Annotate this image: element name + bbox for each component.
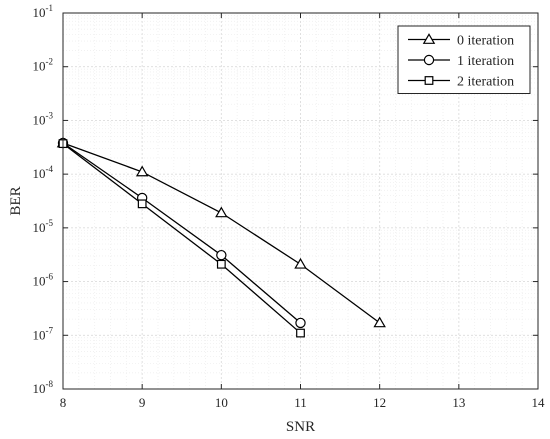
circle-marker <box>295 317 306 329</box>
square-marker <box>137 199 147 209</box>
circle-marker <box>423 54 435 66</box>
y-tick-label: 10-5 <box>33 218 54 235</box>
x-tick-label: 14 <box>532 395 546 410</box>
data-series <box>56 136 386 338</box>
tick-labels: 8 9 10 11 12 13 14 10-1 10-2 10-3 10-4 10-5 10-6 10-7… <box>33 3 546 410</box>
legend-label: 1 iteration <box>457 54 514 69</box>
y-tick-label: 10-2 <box>33 57 54 74</box>
x-tick-label: 13 <box>452 395 465 410</box>
y-tick-label: 10-8 <box>33 379 54 396</box>
triangle-marker <box>294 257 307 269</box>
square-marker <box>216 259 226 269</box>
x-tick-label: 12 <box>373 395 386 410</box>
y-tick-label: 10-7 <box>33 325 54 342</box>
y-tick-label: 10-1 <box>33 3 54 20</box>
square-marker <box>296 328 305 338</box>
x-tick-label: 9 <box>139 395 146 410</box>
y-tick-label: 10-3 <box>33 110 54 127</box>
triangle-marker <box>373 316 386 328</box>
legend-label: 2 iteration <box>457 75 514 90</box>
square-marker <box>424 76 434 85</box>
circle-marker <box>216 249 227 261</box>
y-tick-label: 10-6 <box>33 272 54 289</box>
y-axis-title: BER <box>8 186 24 215</box>
triangle-marker <box>422 33 436 44</box>
legend-label: 0 iteration <box>457 34 514 49</box>
x-tick-label: 10 <box>215 395 228 410</box>
y-tick-label: 10-4 <box>33 164 54 181</box>
x-axis-title: SNR <box>286 419 315 435</box>
triangle-marker <box>215 206 228 218</box>
x-tick-label: 11 <box>294 395 307 410</box>
series-line <box>62 142 301 324</box>
legend: 0 iteration 1 iteration 2 iteration <box>397 25 531 94</box>
series-line <box>62 143 301 334</box>
triangle-marker <box>135 165 149 177</box>
axis-ticks <box>62 12 539 390</box>
x-tick-label: 8 <box>60 395 67 410</box>
